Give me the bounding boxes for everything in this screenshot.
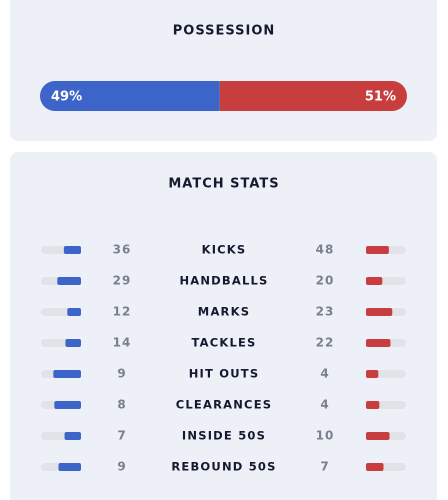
home-value: 7 <box>117 429 126 443</box>
stat-name: MARKS <box>198 305 250 319</box>
away-bar <box>366 277 383 285</box>
possession-away-bar <box>219 81 407 111</box>
home-bar <box>65 339 81 347</box>
away-value: 7 <box>320 460 329 474</box>
away-value: 4 <box>320 367 329 381</box>
stat-name: INSIDE 50S <box>182 429 266 443</box>
away-value: 10 <box>316 429 335 443</box>
home-bar <box>53 370 81 378</box>
stat-name: REBOUND 50S <box>171 460 276 474</box>
home-bar <box>58 463 81 471</box>
home-bar <box>54 401 81 409</box>
stat-name: CLEARANCES <box>176 398 272 412</box>
away-bar <box>366 246 389 254</box>
possession-title: POSSESSION <box>173 24 276 39</box>
home-value: 29 <box>113 274 132 288</box>
stats-title: MATCH STATS <box>168 177 279 192</box>
stat-name: KICKS <box>202 243 247 257</box>
home-value: 36 <box>113 243 132 257</box>
away-value: 4 <box>320 398 329 412</box>
home-bar <box>64 432 81 440</box>
stat-name: HANDBALLS <box>179 274 268 288</box>
home-value: 14 <box>113 336 132 350</box>
possession-home-label: 49% <box>51 90 82 105</box>
away-value: 20 <box>316 274 335 288</box>
away-bar <box>366 308 393 316</box>
home-value: 12 <box>113 305 132 319</box>
away-value: 48 <box>316 243 335 257</box>
away-bar <box>366 432 390 440</box>
away-bar <box>366 463 384 471</box>
away-bar <box>366 370 379 378</box>
stats-card <box>10 152 437 500</box>
stat-name: HIT OUTS <box>189 367 260 381</box>
home-value: 8 <box>117 398 126 412</box>
away-value: 22 <box>316 336 335 350</box>
possession-card <box>10 0 437 141</box>
possession-away-label: 51% <box>365 90 396 105</box>
home-bar <box>67 308 81 316</box>
home-bar <box>63 246 81 254</box>
home-bar <box>57 277 81 285</box>
away-bar <box>366 339 391 347</box>
home-value: 9 <box>117 367 126 381</box>
possession-home-bar <box>40 81 220 111</box>
stat-name: TACKLES <box>191 336 256 350</box>
away-bar <box>366 401 380 409</box>
away-value: 23 <box>316 305 335 319</box>
home-value: 9 <box>117 460 126 474</box>
